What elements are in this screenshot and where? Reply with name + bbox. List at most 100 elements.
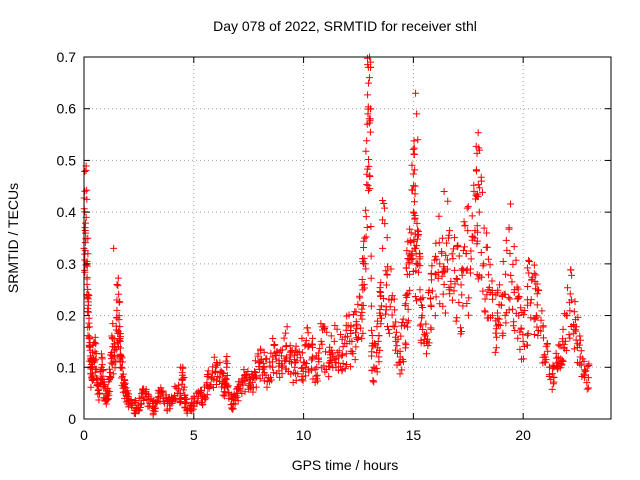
data-point [443,256,451,264]
data-point [134,403,142,411]
data-point [241,388,249,396]
data-point [171,382,179,390]
data-point [467,255,475,263]
data-point [416,253,424,261]
data-point [406,286,414,294]
data-point [414,136,422,144]
data-point [550,374,558,382]
data-point [267,374,275,382]
data-point [111,353,119,361]
data-point [91,356,99,364]
data-point [223,363,231,371]
data-point [483,229,491,237]
data-point [583,385,591,393]
data-point [457,324,465,332]
data-point [298,334,306,342]
data-point [256,375,264,383]
data-point [327,332,335,340]
data-point [399,358,407,366]
data-point [388,292,396,300]
y-tick-label: 0.1 [57,359,77,375]
data-point [470,181,478,189]
data-point [178,369,186,377]
data-point [422,320,430,328]
data-point [177,398,185,406]
data-point [209,383,217,391]
data-point [401,339,409,347]
data-point [231,393,239,401]
data-point [152,399,160,407]
data-point [533,323,541,331]
data-point [492,344,500,352]
data-point [366,172,374,180]
data-point [466,269,474,277]
data-point [296,354,304,362]
data-point [81,187,89,195]
data-point [427,325,435,333]
data-point [240,366,248,374]
data-point [107,348,115,356]
data-point [323,328,331,336]
data-point [412,89,420,97]
data-point [325,373,333,381]
data-point [434,274,442,282]
data-point [488,312,496,320]
data-point [427,269,435,277]
data-point [450,287,458,295]
data-point [464,227,472,235]
x-tick-label: 20 [515,427,531,443]
data-point [482,243,490,251]
data-point [98,361,106,369]
data-point [442,251,450,259]
x-tick-label: 10 [296,427,312,443]
data-point [205,384,213,392]
data-point [383,234,391,242]
data-point [180,383,188,391]
data-point [465,294,473,302]
data-point [545,372,553,380]
data-point [584,374,592,382]
data-point [566,307,574,315]
data-point [230,395,238,403]
data-point [485,283,493,291]
data-point [413,235,421,243]
data-point [224,383,232,391]
data-point [481,295,489,303]
data-point [271,352,279,360]
data-point [457,330,465,338]
y-tick-label: 0.7 [57,49,77,65]
data-point [95,396,103,404]
data-point [562,337,570,345]
y-tick-label: 0.2 [57,308,77,324]
data-point [460,243,468,251]
data-point [309,334,317,342]
data-point [413,297,421,305]
data-point [502,236,510,244]
data-point [177,363,185,371]
data-point [388,311,396,319]
data-point [248,378,256,386]
data-point [474,193,482,201]
data-point [105,387,113,395]
data-point [84,234,92,242]
data-point [278,362,286,370]
data-point [389,322,397,330]
data-point [282,365,290,373]
data-point [91,348,99,356]
y-tick-label: 0.3 [57,256,77,272]
data-point [443,265,451,273]
data-point [570,308,578,316]
data-point [446,227,454,235]
data-point [230,390,238,398]
x-tick-label: 15 [406,427,422,443]
data-point [367,105,375,113]
data-point [571,326,579,334]
data-point [347,363,355,371]
data-point [572,323,580,331]
data-point [583,379,591,387]
data-point [305,368,313,376]
data-point [469,233,477,241]
data-point [457,281,465,289]
data-point [440,281,448,289]
data-point [151,398,159,406]
